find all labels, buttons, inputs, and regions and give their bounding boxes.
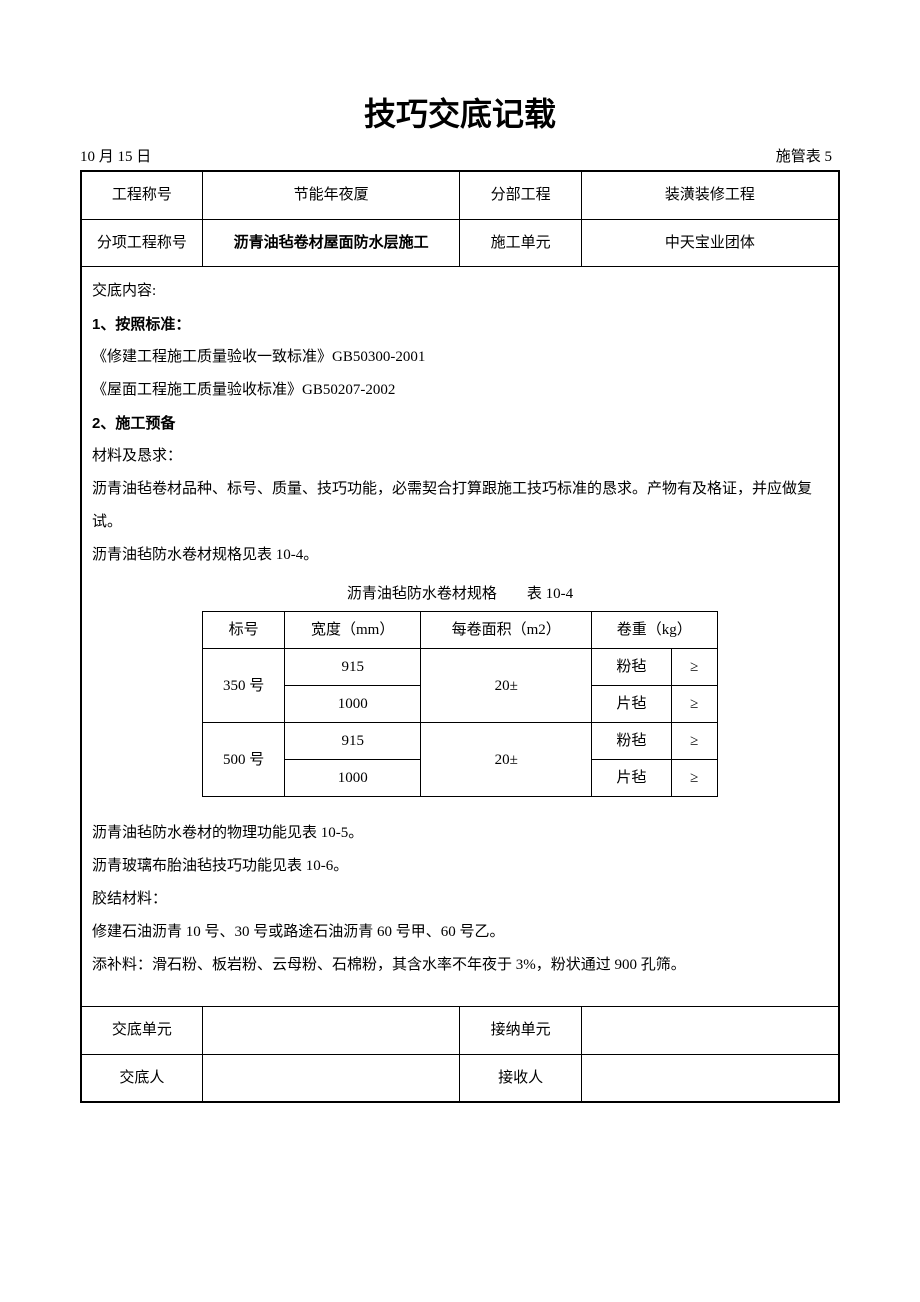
binder-heading: 胶结材料： xyxy=(92,883,828,916)
subheader: 10 月 15 日 施管表 5 xyxy=(80,146,840,168)
receive-unit-value xyxy=(581,1007,839,1055)
spec-row-1a: 350 号 915 20± 粉毡 ≥ xyxy=(203,649,717,686)
disclose-unit-value xyxy=(202,1007,460,1055)
document-title: 技巧交底记载 xyxy=(80,90,840,138)
spec-w1-1: 915 xyxy=(284,649,421,686)
spec-w2-1: 1000 xyxy=(284,686,421,723)
footer-row-2: 交底人 接收人 xyxy=(81,1054,839,1102)
spec-table-header: 标号 宽度（mm） 每卷面积（m2） 卷重（kg） xyxy=(203,612,717,649)
section-2-heading: 2、施工预备 xyxy=(92,407,828,440)
spec-area-1: 20± xyxy=(421,649,591,723)
spec-s1-2: ≥ xyxy=(671,723,717,760)
spec-t1-1: 粉毡 xyxy=(591,649,671,686)
project-name-label: 工程称号 xyxy=(81,171,202,219)
disclose-unit-label: 交底单元 xyxy=(81,1007,202,1055)
para-4: 沥青玻璃布胎油毡技巧功能见表 10-6。 xyxy=(92,850,828,883)
discloser-label: 交底人 xyxy=(81,1054,202,1102)
construction-unit-label: 施工单元 xyxy=(460,219,581,267)
spec-area-2: 20± xyxy=(421,723,591,797)
main-form-table: 工程称号 节能年夜厦 分部工程 装潢装修工程 分项工程称号 沥青油毡卷材屋面防水… xyxy=(80,170,840,1103)
standard-1: 《修建工程施工质量验收一致标准》GB50300-2001 xyxy=(92,341,828,374)
section-1-heading: 1、按照标准： xyxy=(92,308,828,341)
spec-h1: 标号 xyxy=(203,612,285,649)
spec-table: 标号 宽度（mm） 每卷面积（m2） 卷重（kg） 350 号 915 20± … xyxy=(202,611,717,797)
spec-w1-2: 915 xyxy=(284,723,421,760)
spec-s1-1: ≥ xyxy=(671,649,717,686)
footer-row-1: 交底单元 接纳单元 xyxy=(81,1007,839,1055)
item-project-label: 分项工程称号 xyxy=(81,219,202,267)
spec-w2-2: 1000 xyxy=(284,760,421,797)
spec-s2-1: ≥ xyxy=(671,686,717,723)
discloser-value xyxy=(202,1054,460,1102)
header-row-2: 分项工程称号 沥青油毡卷材屋面防水层施工 施工单元 中天宝业团体 xyxy=(81,219,839,267)
spec-h3: 每卷面积（m2） xyxy=(421,612,591,649)
content-cell: 交底内容: 1、按照标准： 《修建工程施工质量验收一致标准》GB50300-20… xyxy=(81,267,839,1007)
content-intro: 交底内容: xyxy=(92,275,828,308)
materials-heading: 材料及恳求： xyxy=(92,440,828,473)
inner-table-caption: 沥青油毡防水卷材规格 表 10-4 xyxy=(92,578,828,611)
date-label: 10 月 15 日 xyxy=(80,149,151,165)
receiver-value xyxy=(581,1054,839,1102)
spec-row-2a: 500 号 915 20± 粉毡 ≥ xyxy=(203,723,717,760)
materials-para-1: 沥青油毡卷材品种、标号、质量、技巧功能，必需契合打算跟施工技巧标准的恳求。产物有… xyxy=(92,473,828,539)
spec-t2-2: 片毡 xyxy=(591,760,671,797)
spec-t1-2: 粉毡 xyxy=(591,723,671,760)
spec-s2-2: ≥ xyxy=(671,760,717,797)
sub-project-value: 装潢装修工程 xyxy=(581,171,839,219)
para-3: 沥青油毡防水卷材的物理功能见表 10-5。 xyxy=(92,817,828,850)
project-name-value: 节能年夜厦 xyxy=(202,171,460,219)
spec-t2-1: 片毡 xyxy=(591,686,671,723)
construction-unit-value: 中天宝业团体 xyxy=(581,219,839,267)
receiver-label: 接收人 xyxy=(460,1054,581,1102)
content-row: 交底内容: 1、按照标准： 《修建工程施工质量验收一致标准》GB50300-20… xyxy=(81,267,839,1007)
sub-project-label: 分部工程 xyxy=(460,171,581,219)
para-6: 添补料：滑石粉、板岩粉、云母粉、石棉粉，其含水率不年夜于 3%，粉状通过 900… xyxy=(92,949,828,982)
spec-h2: 宽度（mm） xyxy=(284,612,421,649)
receive-unit-label: 接纳单元 xyxy=(460,1007,581,1055)
para-5: 修建石油沥青 10 号、30 号或路途石油沥青 60 号甲、60 号乙。 xyxy=(92,916,828,949)
spec-h4: 卷重（kg） xyxy=(591,612,717,649)
standard-2: 《屋面工程施工质量验收标准》GB50207-2002 xyxy=(92,374,828,407)
materials-para-2: 沥青油毡防水卷材规格见表 10-4。 xyxy=(92,539,828,572)
spec-label-1: 350 号 xyxy=(203,649,285,723)
item-project-value: 沥青油毡卷材屋面防水层施工 xyxy=(202,219,460,267)
spec-label-2: 500 号 xyxy=(203,723,285,797)
header-row-1: 工程称号 节能年夜厦 分部工程 装潢装修工程 xyxy=(81,171,839,219)
form-number-label: 施管表 5 xyxy=(776,146,832,169)
